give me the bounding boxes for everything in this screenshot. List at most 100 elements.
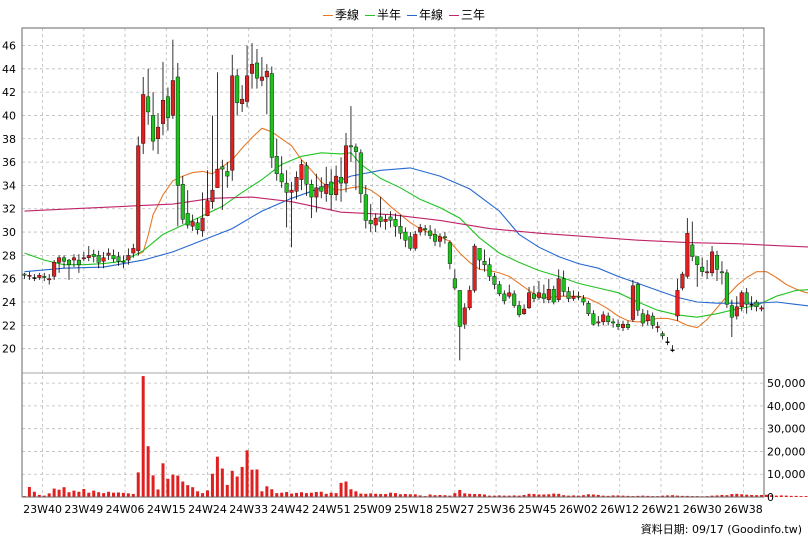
candles [22,39,764,361]
candle [324,166,329,202]
candle [220,159,225,210]
volume-bar [463,493,467,497]
candle-body [759,307,764,310]
candle [497,281,502,297]
volume-bar [769,495,773,497]
candle [353,143,358,191]
volume-bar [384,494,388,497]
candle-body [141,94,146,144]
volume-bar [581,495,585,497]
plot-border [21,27,765,498]
candle [91,249,96,263]
candle-body [393,219,398,227]
candle [190,214,195,231]
candle [106,248,111,261]
legend-item: 三年 [449,6,485,23]
volume-bar [285,491,289,497]
candle [37,272,42,280]
volume-bar [562,495,566,497]
candle [680,271,685,291]
candle [314,173,319,213]
candle [398,214,403,240]
volume-bar [680,495,684,497]
data-date-footer: 資料日期: 09/17 (Goodinfo.tw) [641,521,802,537]
volume-bar [720,494,724,497]
candle-body [423,228,428,230]
candle-body [353,146,358,152]
axis-labels: 20 22 24 26 28 30 32 34 36 38 40 42 44 46 0 10,000 20,00… [2,39,806,516]
candle [531,285,536,303]
volume-bar [176,475,180,497]
candle-body [724,272,729,305]
volume-bar [661,495,665,497]
candle-body [175,76,180,186]
legend-swatch [449,15,460,16]
volume-bar [403,494,407,497]
volume-bar [670,495,674,497]
candle [71,254,76,268]
volume-bar [42,495,46,497]
candle [96,250,101,269]
candle [472,243,477,293]
volume-bar [339,482,343,497]
candle [393,213,398,237]
candle [403,227,408,248]
candle [235,68,240,116]
volume-tick-label: 40,000 [767,400,806,413]
volume-bar [532,494,536,497]
candle [724,269,729,308]
candle-body [690,244,695,257]
candle [160,61,165,136]
volume-bar [32,491,36,497]
volume-bar [675,495,679,497]
candle-body [378,216,383,222]
candle-body [348,145,353,148]
candle-body [136,145,141,251]
candle-body [96,255,101,263]
volume-bar [295,492,299,497]
ma-half-line [24,152,808,318]
candle-body [240,98,245,104]
volume-bar [225,484,229,497]
legend-swatch [322,15,333,16]
candle [116,251,121,266]
candle-body [502,293,507,302]
candle-body [408,236,413,249]
candle [507,284,512,299]
candle [121,255,126,269]
candle-body [254,62,259,79]
volume-bar [641,495,645,497]
candle-body [665,341,670,343]
candle-body [210,189,215,202]
volume-bar [210,473,214,497]
candle [348,106,353,163]
candle [527,286,532,310]
candle-body [289,189,294,193]
candle-body [259,76,264,81]
volume-bar [473,494,477,497]
candle-body [472,245,477,291]
candle-body [121,261,126,263]
candle [536,281,541,300]
volume-bar [47,493,51,497]
candle [447,240,452,270]
volume-bar [82,489,86,497]
volume-bar [730,494,734,497]
candle-body [744,292,749,305]
candle [665,337,670,346]
x-tick-label: 24W24 [188,503,227,516]
volume-bar [572,495,576,497]
volume-bar [557,493,561,497]
candle-body [329,181,334,195]
volume-bar [685,495,689,497]
candle [596,316,601,327]
candle [230,54,235,181]
candle [210,115,215,209]
candle [141,76,146,154]
price-tick-label: 24 [2,296,16,309]
volume-bar [799,496,803,497]
volume-bar [136,472,140,497]
candle [136,136,141,256]
price-tick-label: 32 [2,203,16,216]
volume-bar [408,494,412,497]
